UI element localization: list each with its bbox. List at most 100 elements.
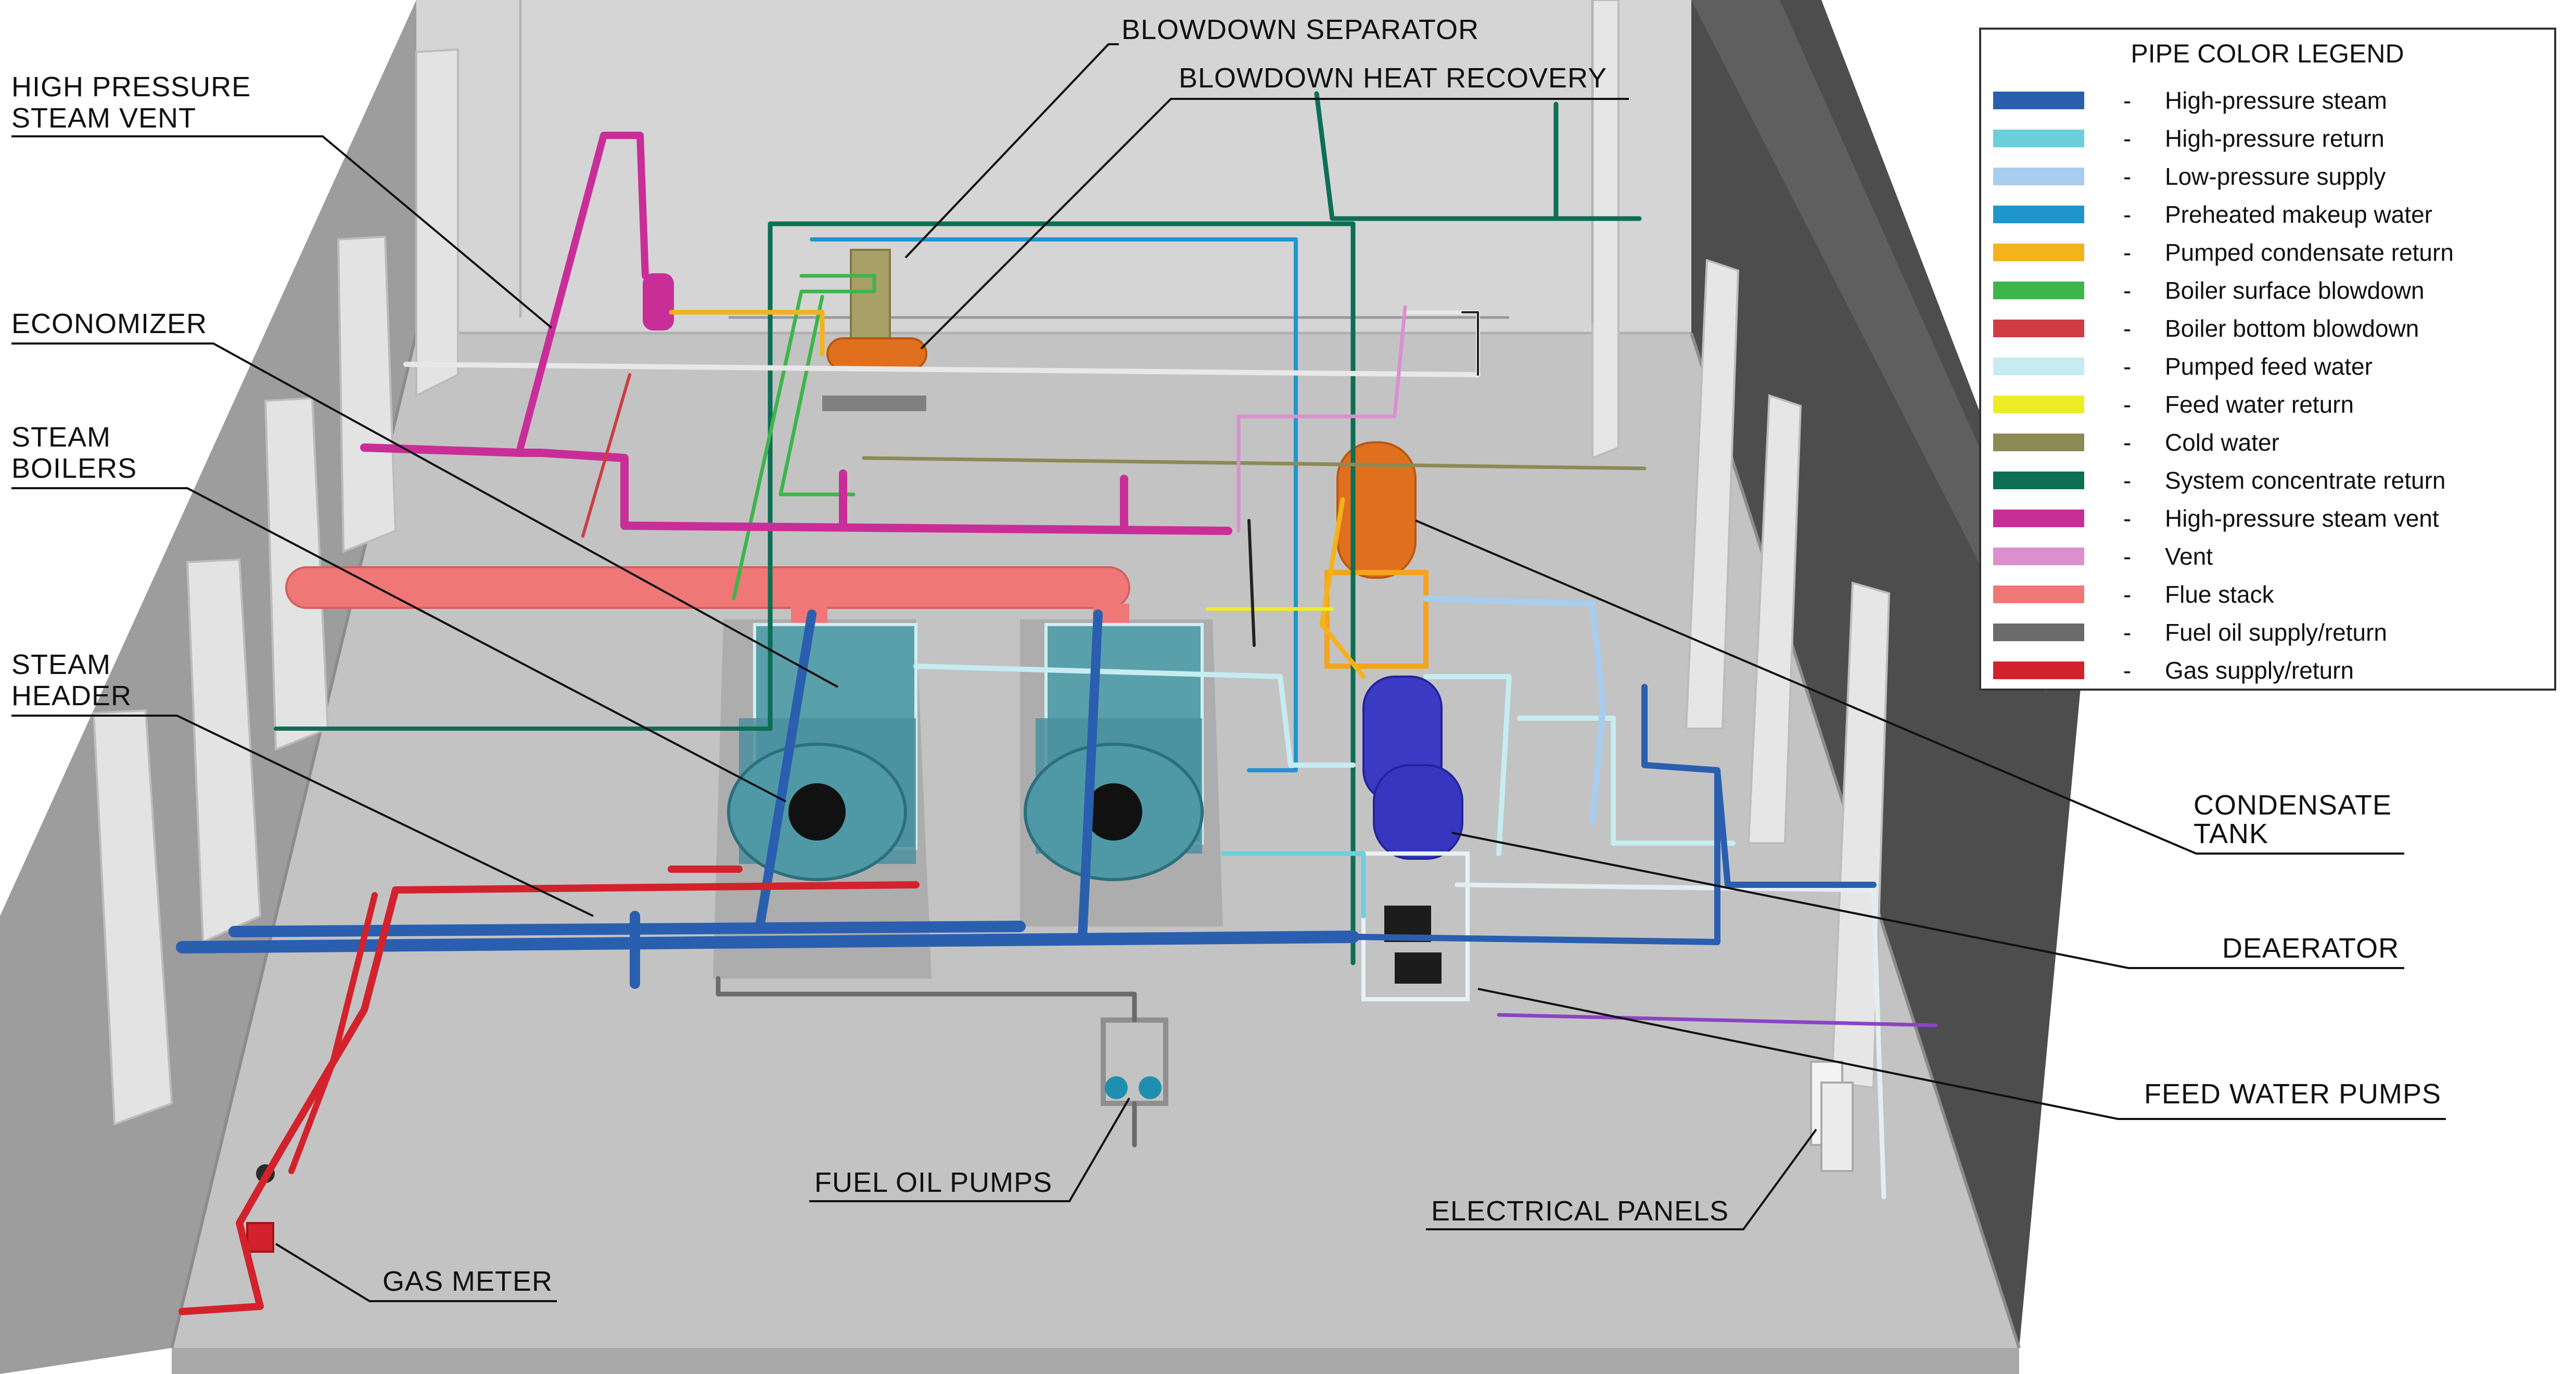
leader-deaerator [1451,832,2404,969]
legend-label: Boiler surface blowdown [2165,277,2425,304]
pipe-gas-supply-return [288,892,378,1174]
legend-dash: - [2123,467,2131,494]
label-economizer: ECONOMIZER [11,308,207,339]
legend-item: - Low-pressure supply [1993,163,2386,190]
burner [788,783,846,841]
pipe-pumped-feed-water [1423,674,1512,856]
legend-dash: - [2123,239,2131,266]
steam-boiler-2 [1024,623,1204,881]
pipe-boiler-bottom-blowdown [581,373,631,538]
pipe-low-pressure-supply [403,362,1481,377]
leader-steam-header [11,715,594,917]
pipe-boiler-surface-blowdown [779,295,824,497]
legend-item: - High-pressure return [1993,125,2384,152]
blowdown-base [822,396,926,411]
leader-steam-boilers [11,487,786,803]
blowdown-separator [822,249,927,411]
steam-boiler-1 [727,623,917,881]
legend-item: - Cold water [1993,429,2279,456]
pilaster [92,709,173,1126]
legend-label: Low-pressure supply [2165,163,2386,190]
electrical-panel [1820,1082,1854,1172]
leader-electrical-panels [1426,1128,1817,1230]
blowdown-separator-body [850,249,891,339]
legend-item: - System concentrate return [1993,467,2445,494]
piping [176,91,1938,1315]
legend-label: Cold water [2165,429,2279,456]
pipe-boiler-surface-blowdown [732,274,876,601]
pipe-preheated-makeup-water [810,237,1298,772]
legend-label: System concentrate return [2165,467,2445,494]
label-condensate-tank: CONDENSATE [2194,790,2392,821]
legend-item: - Fuel oil supply/return [1993,619,2387,646]
legend-item: - Boiler bottom blowdown [1993,315,2419,342]
label-hp-steam-vent: STEAM VENT [11,103,196,134]
flue-stack-duct [285,566,1130,609]
leader-condensate-tank [1415,519,2404,855]
back-wall [416,0,1691,333]
legend-dash: - [2123,201,2131,228]
fuel-oil-pump [1105,1076,1128,1099]
legend-dash: - [2123,505,2131,532]
legend-dash: - [2123,429,2131,456]
front-ledge [172,1348,2019,1374]
pipe-cold-water [862,456,1647,470]
pipe-high-pressure-steam [228,921,1026,937]
pipe-high-pressure-steam [1350,767,1720,945]
legend-label: High-pressure steam vent [2165,505,2439,532]
leader-hp-steam-vent [11,135,553,329]
pilaster [1685,259,1740,730]
legend-item: - Feed water return [1993,391,2354,418]
label-electrical-panels: ELECTRICAL PANELS [1431,1195,1729,1227]
pipe-low-pressure-supply [1423,595,1606,825]
pipe-pumped-feed-water [1455,882,1886,1200]
pipe-system-concentrate-return [768,221,1356,965]
feed-water-pump [1395,952,1442,984]
legend-item: - High-pressure steam [1993,87,2387,114]
legend-label: Pumped feed water [2165,353,2373,380]
pipe-high-pressure-steam-vent [517,132,649,451]
pilaster [186,558,262,944]
legend-swatch [1993,396,2084,413]
legend-swatch [1993,358,2084,375]
legend-swatch [1993,586,2084,603]
legend-dash: - [2123,277,2131,304]
legend-label: Pumped condensate return [2165,239,2454,266]
legend-swatch [1993,206,2084,223]
pipe-fuel-oil-supply-return [1461,311,1479,376]
leader-feed-water-pumps [1477,988,2446,1120]
burner [1085,783,1142,841]
pilaster [1747,394,1802,844]
legend-swatch [1993,92,2084,109]
label-steam-header: HEADER [11,680,132,711]
label-condensate-tank: TANK [2194,818,2268,849]
legend-swatch [1993,472,2084,489]
leader-lines [11,43,2446,1302]
legend-rows: - High-pressure steam - High-pressure retur… [1993,87,2454,684]
deaerator-tank [1373,764,1463,860]
pipe-color-legend: PIPE COLOR LEGEND - High-pressure steam - H… [1979,28,2556,691]
feed-water-pump-skid [1361,851,1470,1001]
legend-item: - Boiler surface blowdown [1993,277,2425,304]
pipe-pumped-feed-water [1517,716,1736,846]
leader-fuel-oil-pumps [809,1097,1130,1202]
legend-dash: - [2123,657,2131,684]
legend-dash: - [2123,163,2131,190]
pipe-fuel-oil-supply-return [716,976,1137,1023]
legend-item: - Pumped feed water [1993,353,2373,380]
pipe-pumped-condensate-return [1319,497,1366,679]
pipe-gas-supply-return [392,881,920,894]
legend-dash: - [2123,125,2131,152]
label-fuel-oil-pumps: FUEL OIL PUMPS [814,1167,1052,1198]
pipe-pumped-condensate-return [669,310,825,357]
fuel-oil-pump [1139,1076,1162,1099]
legend-dash: - [2123,543,2131,570]
legend-dash: - [2123,353,2131,380]
pipe-high-pressure-steam [755,609,817,931]
pipe-system-concentrate-return [1314,91,1559,221]
deaerator [1361,676,1470,1001]
gas-meter [246,1222,274,1253]
pipe-fuel-oil-supply-return [1247,519,1256,647]
legend-item: - High-pressure steam vent [1993,505,2439,532]
